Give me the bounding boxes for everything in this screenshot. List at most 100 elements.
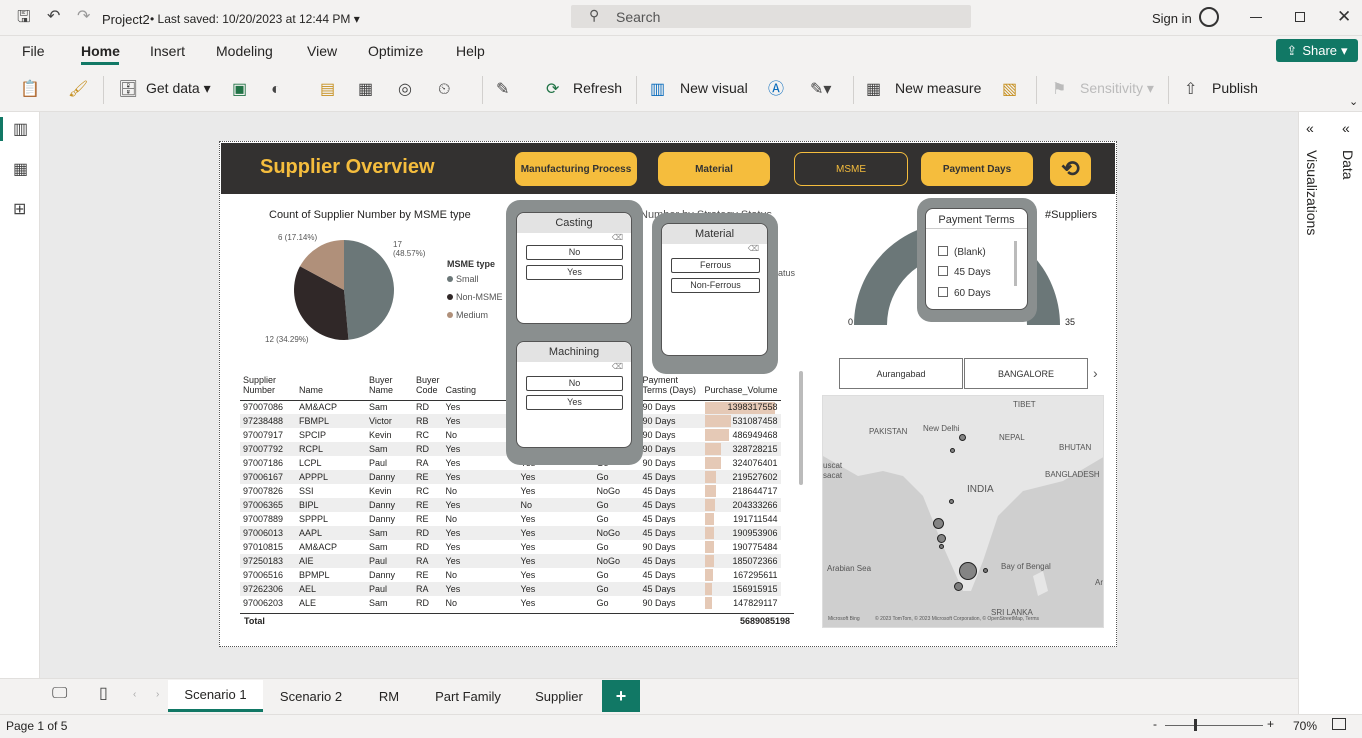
data-pane-tab[interactable]: Data <box>1340 150 1356 180</box>
table-row[interactable]: 97250183 AIE Paul RA Yes Yes NoGo 45 Days 185072… <box>240 554 781 568</box>
pie-slice[interactable] <box>299 240 344 290</box>
material-slicer[interactable]: Material ⌫ Ferrous Non-Ferrous <box>661 223 768 356</box>
table-row[interactable]: 97006167 APPPL Danny RE Yes Yes Go 45 Days 21952… <box>240 470 781 484</box>
zoom-in-button[interactable]: + <box>1267 717 1275 731</box>
clear-selection-icon[interactable]: ⌫ <box>611 233 623 242</box>
add-page-button[interactable]: + <box>602 680 640 712</box>
tab-scenario-1[interactable]: Scenario 1 <box>168 680 263 712</box>
msme-pie-chart[interactable] <box>280 228 410 353</box>
machining-option-yes[interactable]: Yes <box>526 395 623 410</box>
recent-sources-icon[interactable]: ◎ <box>398 81 412 98</box>
fit-to-page-icon[interactable] <box>1332 718 1346 730</box>
new-visual-button[interactable]: New visual <box>680 80 748 96</box>
payment-terms-slicer[interactable]: Payment Terms (Blank) 45 Days 60 Days <box>925 208 1028 310</box>
column-header[interactable]: Buyer Code <box>413 368 443 401</box>
minimize-icon[interactable] <box>1250 17 1262 18</box>
city-button-aurangabad[interactable]: Aurangabad <box>839 358 963 389</box>
new-measure-button[interactable]: New measure <box>895 80 982 96</box>
sensitivity-button[interactable]: Sensitivity ▾ <box>1080 80 1154 96</box>
desktop-layout-icon[interactable]: 🖵 <box>52 685 68 702</box>
slicer-scrollbar[interactable] <box>1014 241 1017 286</box>
ribbon-collapse-icon[interactable]: ⌄ <box>1349 96 1359 108</box>
pie-legend-small[interactable]: Small <box>447 274 479 284</box>
manufacturing-process-button[interactable]: Manufacturing Process <box>515 152 637 186</box>
table-row[interactable]: 97006013 AAPL Sam RD Yes Yes NoGo 45 Days 190953… <box>240 526 781 540</box>
undo-icon[interactable]: ↶ <box>47 8 61 25</box>
supplier-table[interactable]: Supplier Number Name Buyer Name Buyer Code C… <box>240 368 798 630</box>
scroll-tabs-right-icon[interactable]: › <box>156 689 160 700</box>
onelake-icon[interactable]: ◐ <box>271 81 281 98</box>
mobile-layout-icon[interactable]: ▯ <box>99 685 108 702</box>
table-row[interactable]: 97007917 SPCIP Kevin RC No 90 Days 486949468 <box>240 428 781 442</box>
visualizations-pane-tab[interactable]: Visualizations <box>1304 150 1320 236</box>
menu-help[interactable]: Help <box>456 43 485 59</box>
zoom-out-button[interactable]: - <box>1153 717 1157 731</box>
transform-icon[interactable]: ✎ <box>496 81 510 98</box>
table-row[interactable]: 97007826 SSI Kevin RC No Yes NoGo 45 Days 218644… <box>240 484 781 498</box>
zoom-slider[interactable] <box>1165 725 1263 726</box>
column-header[interactable]: Casting <box>442 368 518 401</box>
machining-slicer[interactable]: Machining ⌫ No Yes <box>516 341 632 448</box>
collapse-data-icon[interactable]: « <box>1342 120 1350 136</box>
quick-measure-icon[interactable]: ▧ <box>1002 81 1018 98</box>
msme-button[interactable]: MSME <box>794 152 908 186</box>
material-button[interactable]: Material <box>658 152 770 186</box>
tab-part-family[interactable]: Part Family <box>435 688 501 704</box>
menu-home[interactable]: Home <box>81 43 120 59</box>
reset-icon[interactable]: ⟲ <box>1050 152 1091 186</box>
table-row[interactable]: 97006203 ALE Sam RD No Yes Go 90 Days 147829117 <box>240 596 781 610</box>
pie-slice[interactable] <box>344 240 394 340</box>
pie-legend-non-msme[interactable]: Non-MSME <box>447 292 503 302</box>
save-icon[interactable]: 🖫 <box>17 9 31 26</box>
menu-optimize[interactable]: Optimize <box>368 43 424 59</box>
last-saved[interactable]: • Last saved: 10/20/2023 at 12:44 PM ▾ <box>150 12 360 26</box>
menu-view[interactable]: View <box>307 43 338 59</box>
paste-icon[interactable]: 📋 <box>20 81 40 98</box>
clear-selection-icon[interactable]: ⌫ <box>747 244 759 253</box>
casting-slicer[interactable]: Casting ⌫ No Yes <box>516 212 632 324</box>
restore-icon[interactable] <box>1295 12 1305 22</box>
supplier-map[interactable]: TIBET PAKISTAN New Delhi NEPAL BHUTAN BA… <box>822 395 1104 628</box>
column-header[interactable]: Supplier Number <box>240 368 296 401</box>
text-box-icon[interactable]: Ⓐ <box>768 81 785 98</box>
payment-days-button[interactable]: Payment Days <box>921 152 1033 186</box>
scroll-tabs-left-icon[interactable]: ‹ <box>133 689 137 700</box>
share-button[interactable]: ⇪ Share ▾ <box>1276 39 1358 62</box>
dataverse-icon[interactable]: ▤ <box>320 81 336 98</box>
table-row[interactable]: 97007086 AM&ACP Sam RD Yes 90 Days 1398317558 <box>240 400 781 414</box>
zoom-slider-thumb[interactable] <box>1194 719 1197 731</box>
table-row[interactable]: 97006516 BPMPL Danny RE No Yes Go 45 Days 167295… <box>240 568 781 582</box>
refresh-button[interactable]: Refresh <box>573 80 623 96</box>
table-row[interactable]: 97010815 AM&ACP Sam RD Yes Yes Go 90 Days 190775… <box>240 540 781 554</box>
close-icon[interactable]: ✕ <box>1337 7 1352 26</box>
material-option-non-ferrous[interactable]: Non-Ferrous <box>671 278 760 293</box>
payment-option-45[interactable]: 45 Days <box>938 266 991 278</box>
casting-option-no[interactable]: No <box>526 245 623 260</box>
tab-supplier[interactable]: Supplier <box>535 688 583 704</box>
redo-icon[interactable]: ↷ <box>77 8 91 25</box>
table-scrollbar[interactable] <box>799 371 803 485</box>
menu-file[interactable]: File <box>22 43 45 59</box>
table-row[interactable]: 97262306 AEL Paul RA Yes Yes Go 45 Days 15691591… <box>240 582 781 596</box>
publish-button[interactable]: Publish <box>1212 80 1258 96</box>
clear-selection-icon[interactable]: ⌫ <box>611 362 623 371</box>
payment-option-blank[interactable]: (Blank) <box>938 246 986 258</box>
table-row[interactable]: 97007889 SPPPL Danny RE No Yes Go 45 Days 191711… <box>240 512 781 526</box>
more-visuals-icon[interactable]: ✎▾ <box>810 81 832 98</box>
menu-insert[interactable]: Insert <box>150 43 186 59</box>
format-painter-icon[interactable]: 🖌 <box>68 81 89 98</box>
get-data-button[interactable]: Get data ▾ <box>146 80 211 96</box>
pie-legend-medium[interactable]: Medium <box>447 310 488 320</box>
machining-option-no[interactable]: No <box>526 376 623 391</box>
search-input[interactable]: ⚲ Search <box>571 5 971 28</box>
transform-data-icon[interactable]: ⏲ <box>438 81 451 98</box>
report-view-icon[interactable]: ▥ <box>13 121 29 138</box>
payment-option-60[interactable]: 60 Days <box>938 287 991 299</box>
tab-scenario-2[interactable]: Scenario 2 <box>279 688 343 704</box>
collapse-visualizations-icon[interactable]: « <box>1306 120 1314 136</box>
chevron-right-icon[interactable]: › <box>1093 365 1098 381</box>
table-view-icon[interactable]: ▦ <box>13 161 29 178</box>
material-option-ferrous[interactable]: Ferrous <box>671 258 760 273</box>
pie-slice[interactable] <box>294 266 349 340</box>
city-button-bangalore[interactable]: BANGALORE <box>964 358 1088 389</box>
